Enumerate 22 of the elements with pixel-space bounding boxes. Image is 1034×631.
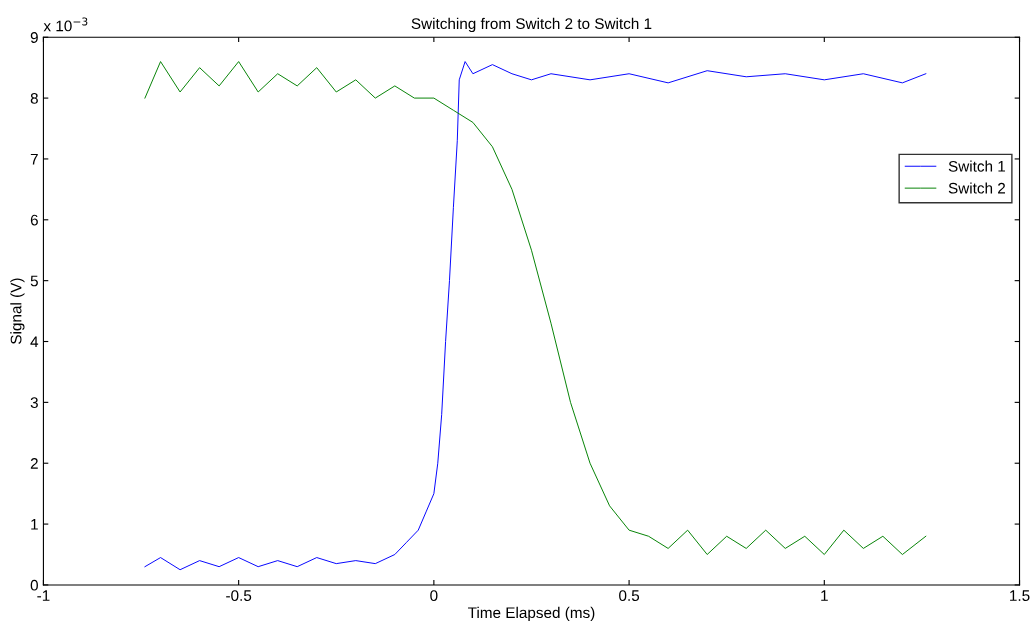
y-tick-label: 5 (30, 275, 38, 287)
legend-label: Switch 2 (948, 182, 1006, 194)
y-tick-label: 2 (30, 458, 38, 469)
y-tick-label: 8 (30, 92, 38, 104)
y-tick-label: 1 (31, 519, 38, 530)
y-tick-label: 6 (30, 214, 38, 226)
x-tick-label: -0.5 (226, 590, 252, 602)
y-tick-label: 0 (30, 579, 38, 591)
x-tick-label: 0 (430, 590, 438, 602)
x-tick-label: 0.5 (619, 590, 640, 602)
x-axis-title: Time Elapsed (ms) (468, 606, 595, 622)
x-tick-label: 1 (821, 590, 828, 601)
y-tick-label: 7 (30, 153, 38, 165)
text: x 10$^{−3}$ (43, 17, 88, 32)
y-tick-label: 9 (30, 32, 38, 43)
y-tick-label: 4 (30, 336, 39, 348)
x-tick-label: -1 (37, 590, 50, 601)
y-tick-label: 3 (30, 397, 38, 409)
x-tick-label: 1.5 (1010, 590, 1030, 602)
legend-label: Switch 1 (948, 160, 1006, 172)
chart-title: Switching from Switch 2 to Switch 1 (411, 17, 652, 33)
y-axis-title: Signal (V) (10, 278, 25, 344)
